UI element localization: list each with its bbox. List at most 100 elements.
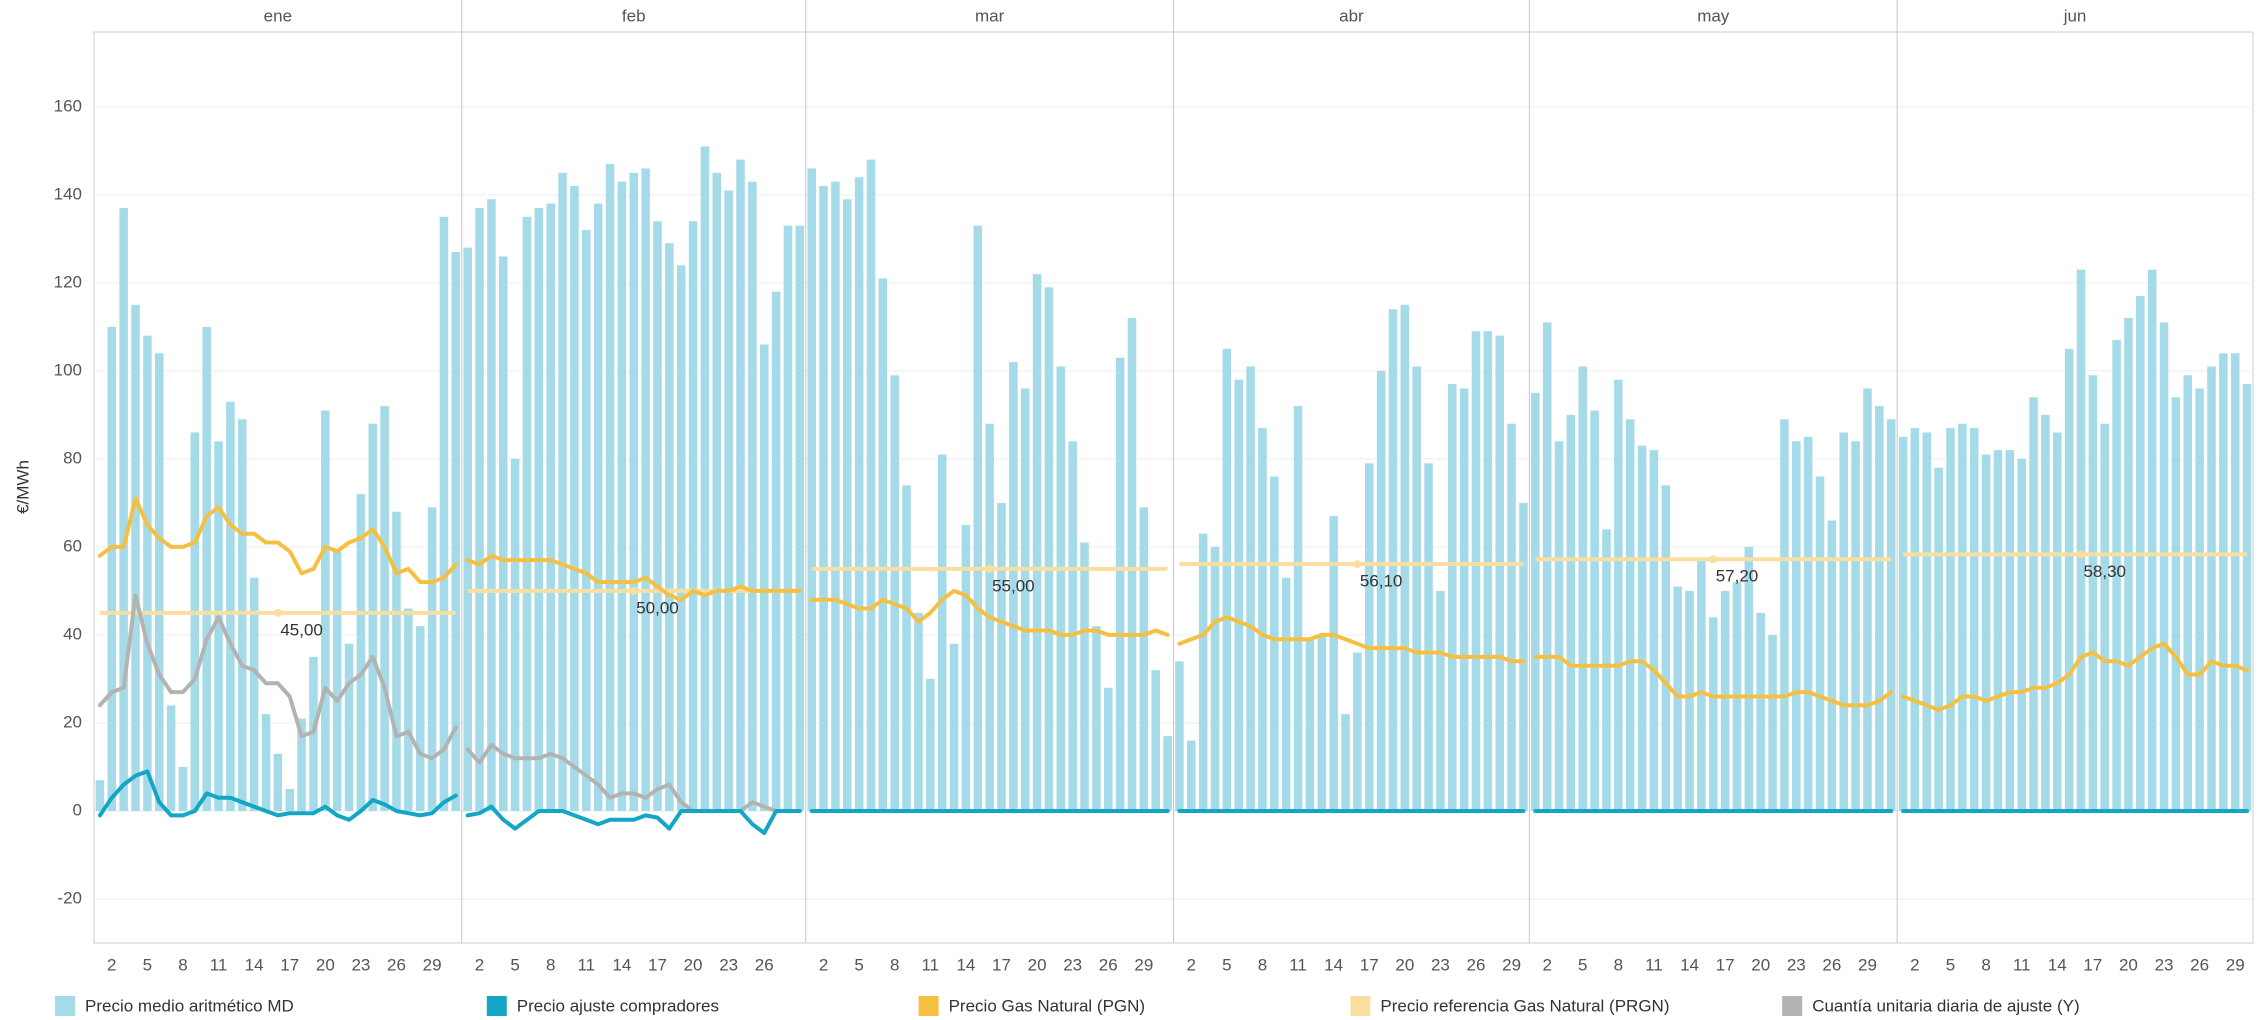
x-tick-label: 17: [648, 955, 667, 974]
bar: [1471, 331, 1481, 811]
bar: [558, 172, 567, 811]
bar: [439, 216, 449, 811]
bar: [427, 507, 437, 811]
data-label: 55,00: [992, 576, 1035, 595]
data-label: 58,30: [2083, 562, 2126, 581]
x-tick-label: 26: [1099, 955, 1118, 974]
reference-dot: [273, 608, 282, 617]
bar: [1590, 410, 1599, 811]
line: [97, 593, 458, 761]
line: [1177, 615, 1526, 664]
x-tick-label: 2: [819, 955, 828, 974]
bar: [2076, 269, 2086, 811]
bar: [119, 208, 128, 811]
bar: [131, 304, 140, 811]
y-tick-label: 160: [54, 96, 82, 115]
x-tick-label: 20: [1395, 955, 1414, 974]
bar: [1032, 274, 1042, 811]
bar: [510, 458, 520, 811]
bar: [1139, 507, 1149, 811]
x-tick-label: 14: [612, 955, 631, 974]
bar: [2029, 397, 2038, 811]
bar: [1044, 287, 1054, 811]
bar: [2183, 375, 2193, 811]
bar: [926, 678, 935, 811]
legend-label: Precio referencia Gas Natural (PRGN): [1380, 996, 1669, 1015]
y-tick-label: -20: [57, 888, 82, 907]
x-tick-label: 20: [1028, 955, 1047, 974]
bar: [641, 168, 650, 811]
x-tick-label: 8: [178, 955, 187, 974]
bar: [95, 780, 105, 811]
bar: [831, 181, 840, 811]
bar: [1483, 331, 1493, 811]
panel-title: jun: [2063, 6, 2087, 25]
bar: [249, 577, 259, 811]
bar: [190, 432, 200, 811]
line: [97, 496, 458, 585]
x-tick-label: 5: [1578, 955, 1587, 974]
bar: [1459, 388, 1469, 811]
bar: [1341, 714, 1350, 811]
bar: [321, 410, 330, 811]
bar: [1839, 432, 1849, 811]
bar: [2052, 432, 2062, 811]
x-tick-label: 8: [546, 955, 555, 974]
y-tick-label: 120: [54, 272, 82, 291]
bar: [961, 524, 971, 811]
bar: [1958, 423, 1967, 811]
bar: [1815, 476, 1825, 811]
x-tick-label: 11: [1645, 955, 1663, 974]
line: [809, 588, 1170, 637]
bar: [1258, 428, 1267, 811]
x-tick-label: 11: [210, 955, 228, 974]
bar: [166, 705, 176, 811]
bar: [178, 766, 188, 811]
panel-title: ene: [264, 6, 292, 25]
bar: [890, 375, 899, 811]
bar: [795, 225, 805, 811]
bar: [997, 502, 1006, 811]
bar: [1317, 634, 1327, 811]
bar: [498, 256, 508, 811]
bar: [902, 485, 911, 811]
bar: [1756, 612, 1765, 811]
reference-dot: [985, 564, 994, 573]
legend-swatch: [1782, 996, 1803, 1016]
x-tick-label: 11: [2013, 955, 2031, 974]
legend-swatch: [1350, 996, 1371, 1016]
bar: [1566, 414, 1576, 811]
x-tick-label: 5: [510, 955, 519, 974]
x-tick-label: 14: [2048, 955, 2067, 974]
bar: [1151, 670, 1160, 811]
x-tick-label: 8: [890, 955, 899, 974]
bar: [1020, 388, 1030, 811]
x-tick-label: 8: [1614, 955, 1623, 974]
y-axis-label: €/MWh: [13, 460, 32, 514]
x-tick-label: 29: [1502, 955, 1521, 974]
bar: [309, 656, 318, 811]
bar: [2159, 322, 2169, 811]
legend-swatch: [55, 996, 75, 1016]
bar: [1068, 441, 1077, 811]
bar: [1602, 529, 1611, 811]
bar: [1768, 634, 1777, 811]
data-label: 56,10: [1360, 572, 1403, 591]
bar: [1436, 590, 1445, 811]
bar: [238, 419, 247, 811]
bar: [2100, 423, 2109, 811]
bar: [202, 326, 211, 811]
legend-swatch: [918, 996, 939, 1016]
bar: [2064, 348, 2074, 811]
bar: [522, 216, 532, 811]
x-tick-label: 23: [719, 955, 738, 974]
x-tick-label: 26: [387, 955, 406, 974]
bar: [404, 608, 413, 811]
bar: [605, 164, 615, 811]
x-tick-label: 26: [755, 955, 774, 974]
bar: [1281, 577, 1291, 811]
x-tick-label: 11: [1289, 955, 1307, 974]
x-tick-label: 23: [1787, 955, 1806, 974]
reference-dot: [1709, 555, 1718, 564]
bar: [380, 406, 389, 811]
